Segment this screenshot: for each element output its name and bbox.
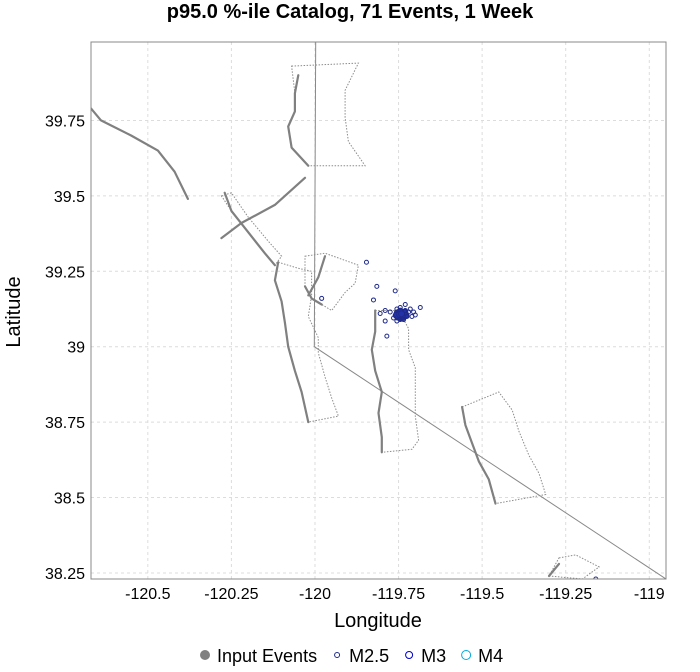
event-marker-m2-5 — [370, 297, 376, 303]
event-marker-m2-5 — [411, 309, 417, 315]
plot-frame — [90, 41, 667, 580]
event-marker-m2-5 — [402, 308, 408, 313]
event-marker-m2-5 — [377, 311, 383, 317]
fault-trace — [220, 176, 307, 240]
y-tick-label: 39.75 — [45, 113, 85, 130]
fault-surface-outline — [304, 252, 359, 312]
fault-surface-outline — [274, 261, 340, 423]
event-marker-m2-5 — [397, 317, 403, 323]
event-marker-m2-5 — [401, 317, 407, 323]
fault-surface-outline — [461, 391, 547, 505]
fault-trace — [370, 309, 383, 454]
event-marker-m2-5 — [391, 315, 397, 321]
x-axis-ticks: -120.5 -120.25 -120 -119.75 -119.5 -119.25 -11… — [125, 586, 665, 603]
fault-trace — [273, 261, 310, 424]
fault-surface-outline — [287, 62, 367, 167]
x-tick-label: -120 — [299, 586, 331, 603]
legend-marker — [334, 652, 341, 658]
legend-item: M3 — [405, 646, 446, 666]
state-border-line — [313, 42, 666, 579]
event-marker-m2-5 — [402, 301, 408, 307]
x-axis-label: Longitude — [334, 610, 422, 632]
y-tick-label: 39.25 — [45, 264, 85, 281]
event-marker-m2-5 — [319, 295, 325, 301]
event-marker-m2-5 — [382, 308, 388, 313]
chart-title: p95.0 %-ile Catalog, 71 Events, 1 Week — [167, 1, 534, 23]
x-tick-label: -119 — [634, 586, 665, 603]
legend: Input Events M2.5 M3 M4 — [200, 646, 503, 666]
fault-surface-outline — [220, 192, 283, 267]
y-tick-label: 38.25 — [45, 566, 85, 583]
fault-trace — [461, 405, 497, 505]
event-marker-m2-5 — [392, 288, 398, 294]
legend-item: M2.5 — [334, 646, 389, 666]
x-tick-label: -120.5 — [125, 586, 170, 603]
y-axis-ticks: 38.25 38.5 38.75 39 39.25 39.5 39.75 — [45, 113, 85, 583]
y-tick-label: 39 — [67, 340, 85, 357]
fault-trace — [547, 562, 561, 578]
x-tick-label: -119.75 — [372, 586, 425, 603]
legend-label: M4 — [478, 646, 503, 666]
event-marker-m2-5 — [363, 259, 369, 265]
y-tick-label: 39.5 — [54, 189, 85, 206]
fault-trace — [287, 74, 310, 167]
event-marker-m2-5 — [387, 309, 393, 315]
legend-label: M3 — [421, 646, 446, 666]
legend-marker — [200, 650, 210, 660]
y-tick-label: 38.75 — [45, 415, 85, 432]
legend-marker — [461, 650, 472, 660]
legend-item: M4 — [461, 646, 503, 666]
event-marker-m2-5 — [374, 283, 380, 289]
event-marker-m2-5 — [404, 314, 410, 320]
event-marker-m2-5 — [417, 304, 423, 310]
legend-marker — [405, 651, 414, 659]
legend-item: Input Events — [200, 646, 317, 666]
y-axis-label: Latitude — [3, 276, 25, 347]
event-marker-m2-5 — [397, 304, 403, 310]
legend-label: Input Events — [217, 646, 317, 666]
fault-trace — [307, 255, 327, 297]
event-marker-m2-5 — [384, 333, 390, 339]
legend-label: M2.5 — [349, 646, 389, 666]
event-marker-m2-5 — [593, 576, 599, 579]
fault-trace — [223, 191, 276, 267]
x-tick-label: -119.5 — [460, 586, 504, 603]
fault-trace — [91, 107, 189, 200]
event-marker-cluster — [398, 310, 406, 318]
event-marker-m2-5 — [382, 318, 388, 324]
x-tick-label: -119.25 — [539, 586, 592, 603]
y-tick-label: 38.5 — [54, 491, 85, 508]
plot-area — [91, 42, 666, 579]
fault-trace — [303, 285, 323, 306]
x-tick-label: -120.25 — [204, 586, 258, 603]
